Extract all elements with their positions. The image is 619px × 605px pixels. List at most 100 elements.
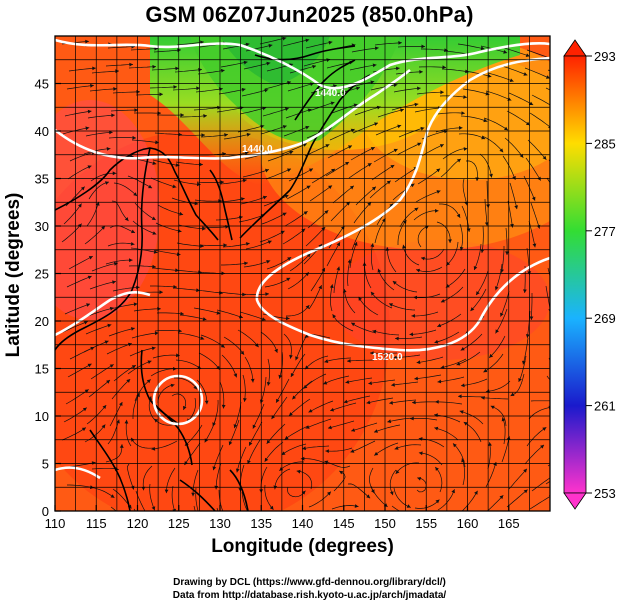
streamline-arrow [276, 398, 280, 403]
streamline-arrow [152, 64, 156, 69]
streamline-arrow [489, 353, 494, 358]
x-tick-label: 165 [498, 516, 520, 531]
streamline [374, 218, 386, 244]
streamline [132, 220, 157, 235]
streamline-arrow [247, 460, 251, 464]
streamline-arrow [499, 148, 504, 153]
streamline [461, 490, 478, 511]
streamline-arrow [124, 419, 129, 424]
streamline [303, 58, 331, 67]
streamline-arrow [437, 379, 442, 384]
streamline [241, 89, 269, 97]
streamline [127, 463, 135, 490]
streamline-arrow [463, 147, 468, 151]
x-tick-label: 110 [45, 516, 66, 531]
streamline [267, 150, 294, 162]
streamline [264, 484, 274, 510]
streamline-arrow [86, 303, 90, 307]
streamline [267, 358, 271, 386]
streamline-arrow [191, 492, 195, 497]
streamline [333, 470, 346, 492]
streamline-arrow [367, 202, 372, 206]
x-tick-label: 150 [374, 516, 396, 531]
streamline [415, 190, 441, 203]
streamline-arrow [370, 351, 374, 355]
streamline [347, 483, 371, 499]
streamline-arrow [306, 185, 311, 190]
streamline [414, 107, 442, 113]
streamline-arrow [514, 205, 518, 210]
streamline-arrow [523, 489, 528, 494]
streamline [259, 230, 285, 243]
streamline [303, 373, 327, 389]
streamline-arrow [461, 458, 465, 463]
streamline [108, 327, 135, 337]
streamline [354, 106, 381, 116]
streamline-arrow [327, 491, 331, 496]
streamline [219, 381, 225, 409]
streamline-arrow [372, 329, 377, 334]
contour-label: 1520.0 [372, 352, 403, 363]
streamline-arrow [245, 42, 250, 47]
streamline-arrow [523, 72, 528, 76]
streamline [245, 44, 273, 52]
streamline-arrow [560, 244, 564, 248]
x-tick-label: 115 [86, 516, 107, 531]
streamline [391, 505, 401, 511]
streamline [110, 506, 117, 511]
streamline-arrow [172, 184, 177, 189]
streamline [221, 354, 237, 378]
streamline [68, 255, 93, 270]
streamline [485, 90, 512, 101]
streamline [175, 161, 203, 165]
streamline-arrow [173, 85, 177, 89]
streamline-arrow [152, 264, 156, 269]
streamline [127, 360, 152, 375]
streamline [127, 175, 153, 189]
y-tick-label: 35 [35, 172, 49, 187]
streamline [457, 43, 485, 50]
streamline [237, 329, 259, 348]
streamline [179, 314, 207, 321]
streamline-arrow [244, 261, 248, 266]
streamline [222, 242, 250, 248]
streamline [524, 444, 545, 465]
streamline-arrow [204, 400, 209, 405]
contour-low-ring [152, 374, 204, 426]
streamline [330, 284, 333, 312]
streamline-arrow [252, 424, 257, 429]
streamline [347, 259, 351, 287]
streamline [345, 377, 373, 384]
streamline [440, 358, 467, 369]
streamline [500, 290, 510, 317]
streamline [284, 211, 308, 227]
streamline [456, 351, 481, 366]
streamline-arrow [500, 312, 504, 317]
streamline-arrow [289, 412, 293, 416]
streamline-arrow [400, 108, 404, 113]
streamline [172, 287, 200, 291]
streamline-arrow [104, 340, 109, 344]
colorbar-tick-label: 285 [594, 136, 616, 151]
y-tick-label: 20 [35, 314, 49, 329]
streamline-arrow [525, 334, 530, 338]
streamline [531, 94, 550, 106]
streamline [530, 202, 540, 229]
streamline [464, 70, 492, 78]
streamline-arrow [377, 268, 382, 273]
streamline [288, 168, 314, 182]
streamline-arrow [106, 147, 111, 151]
streamline [308, 101, 335, 112]
streamline-arrow [296, 469, 301, 474]
streamline [343, 288, 356, 314]
streamline-arrow [473, 266, 478, 270]
streamline-arrow [346, 201, 350, 206]
streamline-arrow [268, 43, 273, 48]
streamline-arrow [308, 409, 313, 413]
streamline-arrow [136, 285, 140, 290]
streamline-arrow [261, 317, 266, 321]
streamline [411, 401, 440, 404]
streamline-arrow [542, 155, 547, 160]
streamline [481, 135, 504, 153]
streamline [551, 331, 561, 356]
